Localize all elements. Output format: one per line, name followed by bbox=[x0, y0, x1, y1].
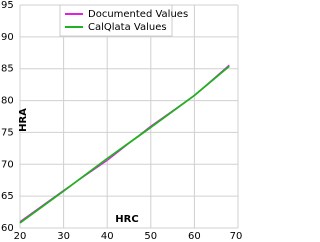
chart: HRC HRA 60 65 70 75 80 85 90 95 20 30 40 50 60 70 Docu… bbox=[0, 0, 243, 242]
x-tick-label: 40 bbox=[101, 231, 114, 242]
y-tick-label: 75 bbox=[1, 127, 14, 138]
y-tick-label: 60 bbox=[1, 223, 14, 234]
y-tick-label: 90 bbox=[1, 32, 14, 43]
y-tick-label: 80 bbox=[1, 96, 14, 107]
x-axis-label: HRC bbox=[115, 214, 138, 225]
x-tick-label: 60 bbox=[188, 231, 201, 242]
legend-box bbox=[59, 4, 173, 37]
y-tick-label: 95 bbox=[1, 0, 14, 11]
series-line bbox=[19, 65, 230, 224]
legend-label: Documented Values bbox=[88, 9, 188, 20]
x-tick-label: 50 bbox=[144, 231, 157, 242]
x-tick-label: 30 bbox=[57, 231, 70, 242]
legend: Documented Values CalQlata Values bbox=[59, 4, 188, 37]
y-axis-label: HRA bbox=[18, 108, 29, 132]
x-tick-label: 20 bbox=[14, 231, 27, 242]
background bbox=[0, 0, 243, 242]
y-tick-label: 85 bbox=[1, 64, 14, 75]
y-tick-label: 65 bbox=[1, 191, 14, 202]
legend-label: CalQlata Values bbox=[88, 22, 167, 33]
x-tick-label: 70 bbox=[230, 231, 243, 242]
y-tick-label: 70 bbox=[1, 159, 14, 170]
